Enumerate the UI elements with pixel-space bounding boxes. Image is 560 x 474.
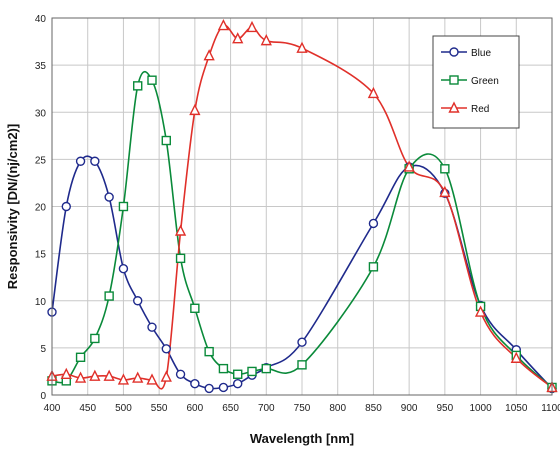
data-point-green (175, 253, 186, 264)
y-tick-labels: 0 5 10 15 20 25 30 35 40 (35, 14, 47, 402)
x-tick-label: 750 (294, 403, 311, 414)
data-point-green (161, 135, 171, 146)
legend: Blue Green Red (432, 35, 520, 129)
y-tick-label: 10 (35, 297, 47, 308)
data-point-red (439, 185, 451, 198)
plot-frame (51, 17, 553, 396)
data-point-blue (147, 322, 157, 332)
data-point-red (146, 373, 158, 385)
data-point-blue (161, 344, 171, 354)
data-point-green (118, 201, 129, 212)
y-tick-label: 20 (35, 203, 47, 214)
data-point-green (90, 333, 100, 344)
x-tick-label: 550 (151, 403, 168, 414)
data-point-green (297, 360, 307, 370)
y-tick-label: 5 (40, 344, 46, 355)
legend-item-green: Green (441, 75, 499, 87)
legend-marker-blue (449, 47, 459, 57)
data-point-green (233, 369, 243, 379)
data-point-blue (133, 296, 143, 306)
legend-label-green: Green (471, 76, 499, 87)
x-tick-label: 900 (401, 403, 418, 414)
x-tick-labels: 400 450 500 550 600 650 700 750 800 850 900 950 1000… (44, 403, 560, 414)
data-point-blue (233, 378, 243, 389)
x-tick-label: 800 (329, 403, 346, 414)
data-point-blue (175, 369, 186, 379)
data-point-red (510, 351, 522, 363)
legend-item-blue: Blue (441, 47, 491, 59)
x-tick-label: 1000 (469, 403, 492, 414)
y-tick-label: 0 (40, 391, 46, 402)
series-markers-red (46, 18, 558, 393)
legend-label-red: Red (471, 104, 489, 115)
data-point-red (160, 370, 172, 382)
x-tick-label: 850 (365, 403, 382, 414)
data-point-red (74, 371, 87, 383)
y-tick-label: 40 (35, 14, 47, 25)
data-point-red (60, 367, 72, 379)
data-point-red (174, 224, 187, 236)
data-point-red (367, 86, 380, 99)
data-point-green (104, 291, 114, 301)
x-tick-label: 500 (115, 403, 132, 414)
legend-item-red: Red (441, 101, 489, 115)
data-point-red (217, 18, 230, 31)
data-point-blue (61, 201, 71, 212)
data-point-green (75, 352, 86, 362)
y-tick-label: 35 (35, 61, 47, 72)
x-tick-label: 650 (222, 403, 239, 414)
data-point-red (474, 305, 487, 317)
x-tick-label: 1050 (505, 403, 528, 414)
y-tick-label: 15 (35, 250, 47, 261)
data-point-red (260, 34, 272, 46)
data-point-red (296, 41, 308, 53)
legend-label-blue: Blue (471, 48, 491, 59)
data-point-green (204, 346, 214, 357)
data-point-red (203, 49, 215, 61)
y-tick-label: 30 (35, 108, 47, 119)
data-point-green (218, 363, 229, 374)
data-point-green (190, 303, 200, 313)
data-point-blue (368, 218, 379, 229)
series-markers (46, 18, 558, 394)
data-point-blue (218, 382, 229, 393)
data-point-red (232, 32, 244, 44)
legend-marker-green (449, 75, 459, 85)
data-point-green (133, 81, 143, 91)
x-axis-label: Wavelength [nm] (250, 431, 354, 446)
x-tick-label: 600 (187, 403, 204, 414)
x-tick-label: 950 (437, 403, 454, 414)
data-point-blue (75, 156, 86, 166)
data-point-red (89, 369, 101, 381)
data-point-green (440, 164, 450, 174)
data-point-green (247, 366, 257, 377)
data-point-red (132, 371, 144, 383)
data-point-red (246, 20, 258, 33)
data-point-green (368, 262, 379, 272)
x-tick-label: 700 (258, 403, 275, 414)
data-point-red (117, 373, 130, 385)
data-point-green (147, 75, 157, 85)
x-tick-label: 400 (44, 403, 61, 414)
data-point-blue (297, 337, 307, 347)
y-axis-label: Responsivity [DN/(nj/cm2)] (5, 124, 20, 289)
data-point-green (261, 363, 271, 374)
y-tick-label: 25 (35, 155, 47, 166)
data-point-blue (190, 378, 200, 389)
x-tick-label: 450 (79, 403, 96, 414)
legend-marker-red (448, 101, 460, 113)
data-point-blue (104, 192, 114, 202)
data-point-red (103, 369, 115, 381)
data-point-blue (204, 383, 214, 394)
data-point-blue (118, 264, 129, 274)
data-point-blue (90, 156, 100, 166)
data-point-red (403, 160, 415, 172)
data-point-red (189, 103, 201, 116)
x-tick-label: 1100 (541, 403, 560, 414)
